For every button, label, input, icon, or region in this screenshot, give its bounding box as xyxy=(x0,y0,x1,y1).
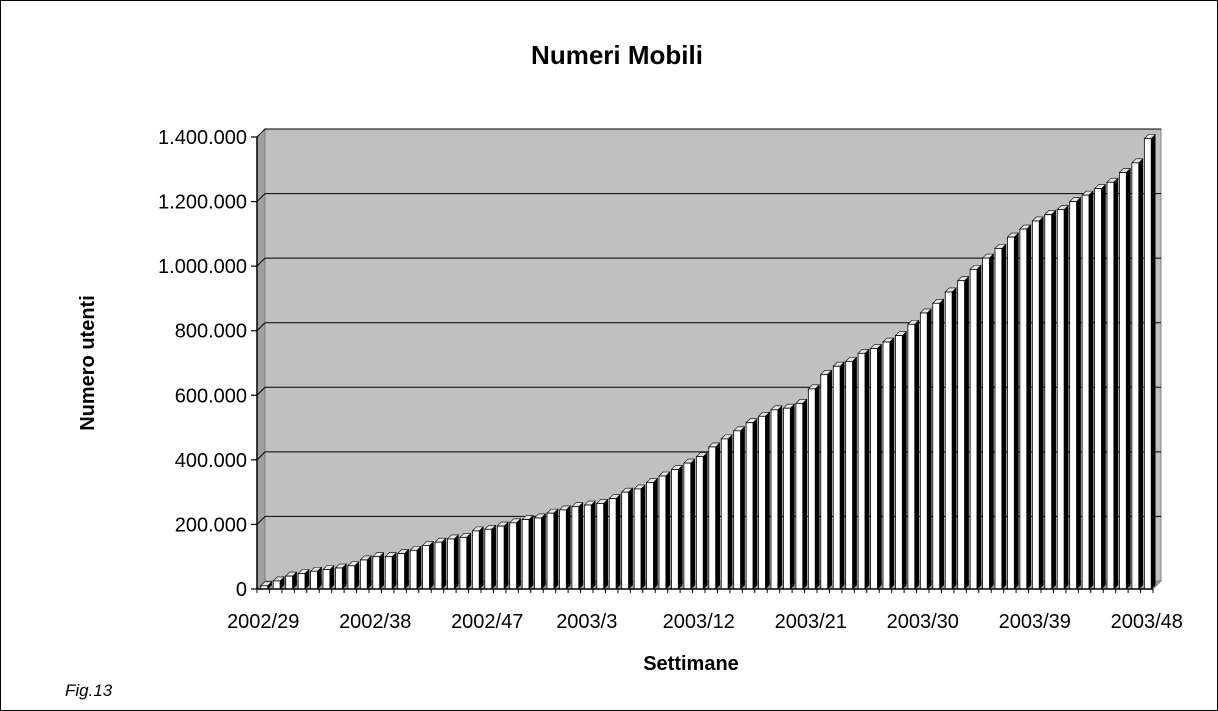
bar xyxy=(1106,177,1119,590)
bar xyxy=(720,434,733,590)
bar xyxy=(695,451,708,590)
bar xyxy=(1093,183,1107,590)
gridline xyxy=(256,193,1161,202)
bar xyxy=(932,298,945,590)
bar xyxy=(956,275,970,590)
y-tick-label: 1.400.000 xyxy=(158,127,247,149)
bar xyxy=(1081,190,1094,590)
x-tick-label: 2003/48 xyxy=(1111,611,1183,633)
bar xyxy=(546,508,559,590)
bar xyxy=(533,513,547,590)
bar xyxy=(334,563,348,590)
gridline xyxy=(256,128,1161,138)
bar xyxy=(421,540,435,590)
bar xyxy=(844,356,858,590)
y-tick-label: 200.000 xyxy=(175,514,247,536)
bar xyxy=(309,566,323,590)
bar xyxy=(683,458,696,590)
bar xyxy=(820,369,833,590)
bar xyxy=(757,411,771,590)
y-axis-title: Numero utenti xyxy=(77,295,99,431)
bar xyxy=(322,564,335,590)
figure-caption: Fig.13 xyxy=(65,681,113,700)
bar xyxy=(969,264,982,590)
bar xyxy=(994,243,1007,590)
bar xyxy=(620,487,634,590)
bar xyxy=(1031,216,1044,590)
bar xyxy=(981,253,995,590)
bar xyxy=(894,330,908,590)
bar xyxy=(770,405,783,590)
bar xyxy=(645,477,659,590)
bar xyxy=(1143,133,1156,590)
chart-title: Numeri Mobili xyxy=(531,40,703,70)
bar xyxy=(508,518,522,590)
bar xyxy=(1118,167,1132,590)
bar xyxy=(260,581,273,590)
y-tick-label: 800.000 xyxy=(175,321,247,343)
bar xyxy=(745,418,758,590)
bar xyxy=(882,337,895,590)
y-tick-label: 1.200.000 xyxy=(158,192,247,214)
bar xyxy=(608,493,621,590)
bar xyxy=(658,471,671,590)
bar xyxy=(795,398,808,590)
bar xyxy=(396,548,410,590)
bar xyxy=(944,287,957,590)
y-tick-label: 600.000 xyxy=(175,385,247,407)
bar xyxy=(583,500,596,590)
y-tick-label: 0 xyxy=(236,579,247,601)
bar xyxy=(571,501,584,590)
bar xyxy=(558,505,572,590)
x-tick-label: 2002/29 xyxy=(227,611,299,633)
bar xyxy=(1056,204,1069,590)
bar xyxy=(1131,158,1144,590)
bar xyxy=(284,571,298,590)
bar xyxy=(708,442,721,590)
bar xyxy=(471,526,484,590)
bar xyxy=(807,384,820,590)
bar xyxy=(1044,209,1057,590)
bar xyxy=(347,561,360,590)
bar xyxy=(732,426,746,590)
bar xyxy=(272,576,285,590)
bar xyxy=(409,545,422,590)
bar xyxy=(907,319,920,590)
y-axis-ticks: 0 200.000 400.000 600.000 800.000 1.000.000 1.… xyxy=(158,127,257,601)
bar xyxy=(434,537,447,590)
bar xyxy=(869,343,883,590)
x-tick-label: 2003/3 xyxy=(556,611,617,633)
bar xyxy=(521,514,534,590)
bar xyxy=(359,555,372,590)
x-tick-label: 2002/47 xyxy=(451,611,523,633)
bar xyxy=(496,521,509,590)
bar xyxy=(919,308,932,590)
y-tick-label: 1.000.000 xyxy=(158,256,247,278)
x-tick-label: 2002/38 xyxy=(339,611,411,633)
bar xyxy=(446,534,460,590)
x-axis-ticks: 2002/29 2002/38 2002/47 2003/3 2003/12 2003/2… xyxy=(227,589,1183,633)
bar xyxy=(857,348,870,590)
bar xyxy=(633,484,646,590)
y-tick-label: 400.000 xyxy=(175,450,247,472)
x-tick-label: 2003/21 xyxy=(775,611,847,633)
x-tick-label: 2003/12 xyxy=(663,611,735,633)
bar xyxy=(596,498,609,590)
bar xyxy=(384,551,397,590)
bar xyxy=(372,551,385,590)
bar xyxy=(832,361,845,590)
x-tick-label: 2003/30 xyxy=(887,611,959,633)
x-tick-label: 2003/39 xyxy=(999,611,1071,633)
bar xyxy=(1068,196,1082,590)
bar xyxy=(782,403,796,590)
bar xyxy=(670,464,684,590)
bar xyxy=(484,524,497,590)
bar xyxy=(1006,232,1020,590)
bar xyxy=(1019,224,1032,590)
bar xyxy=(297,568,310,590)
bar xyxy=(459,532,472,590)
x-axis-title: Settimane xyxy=(643,653,739,675)
